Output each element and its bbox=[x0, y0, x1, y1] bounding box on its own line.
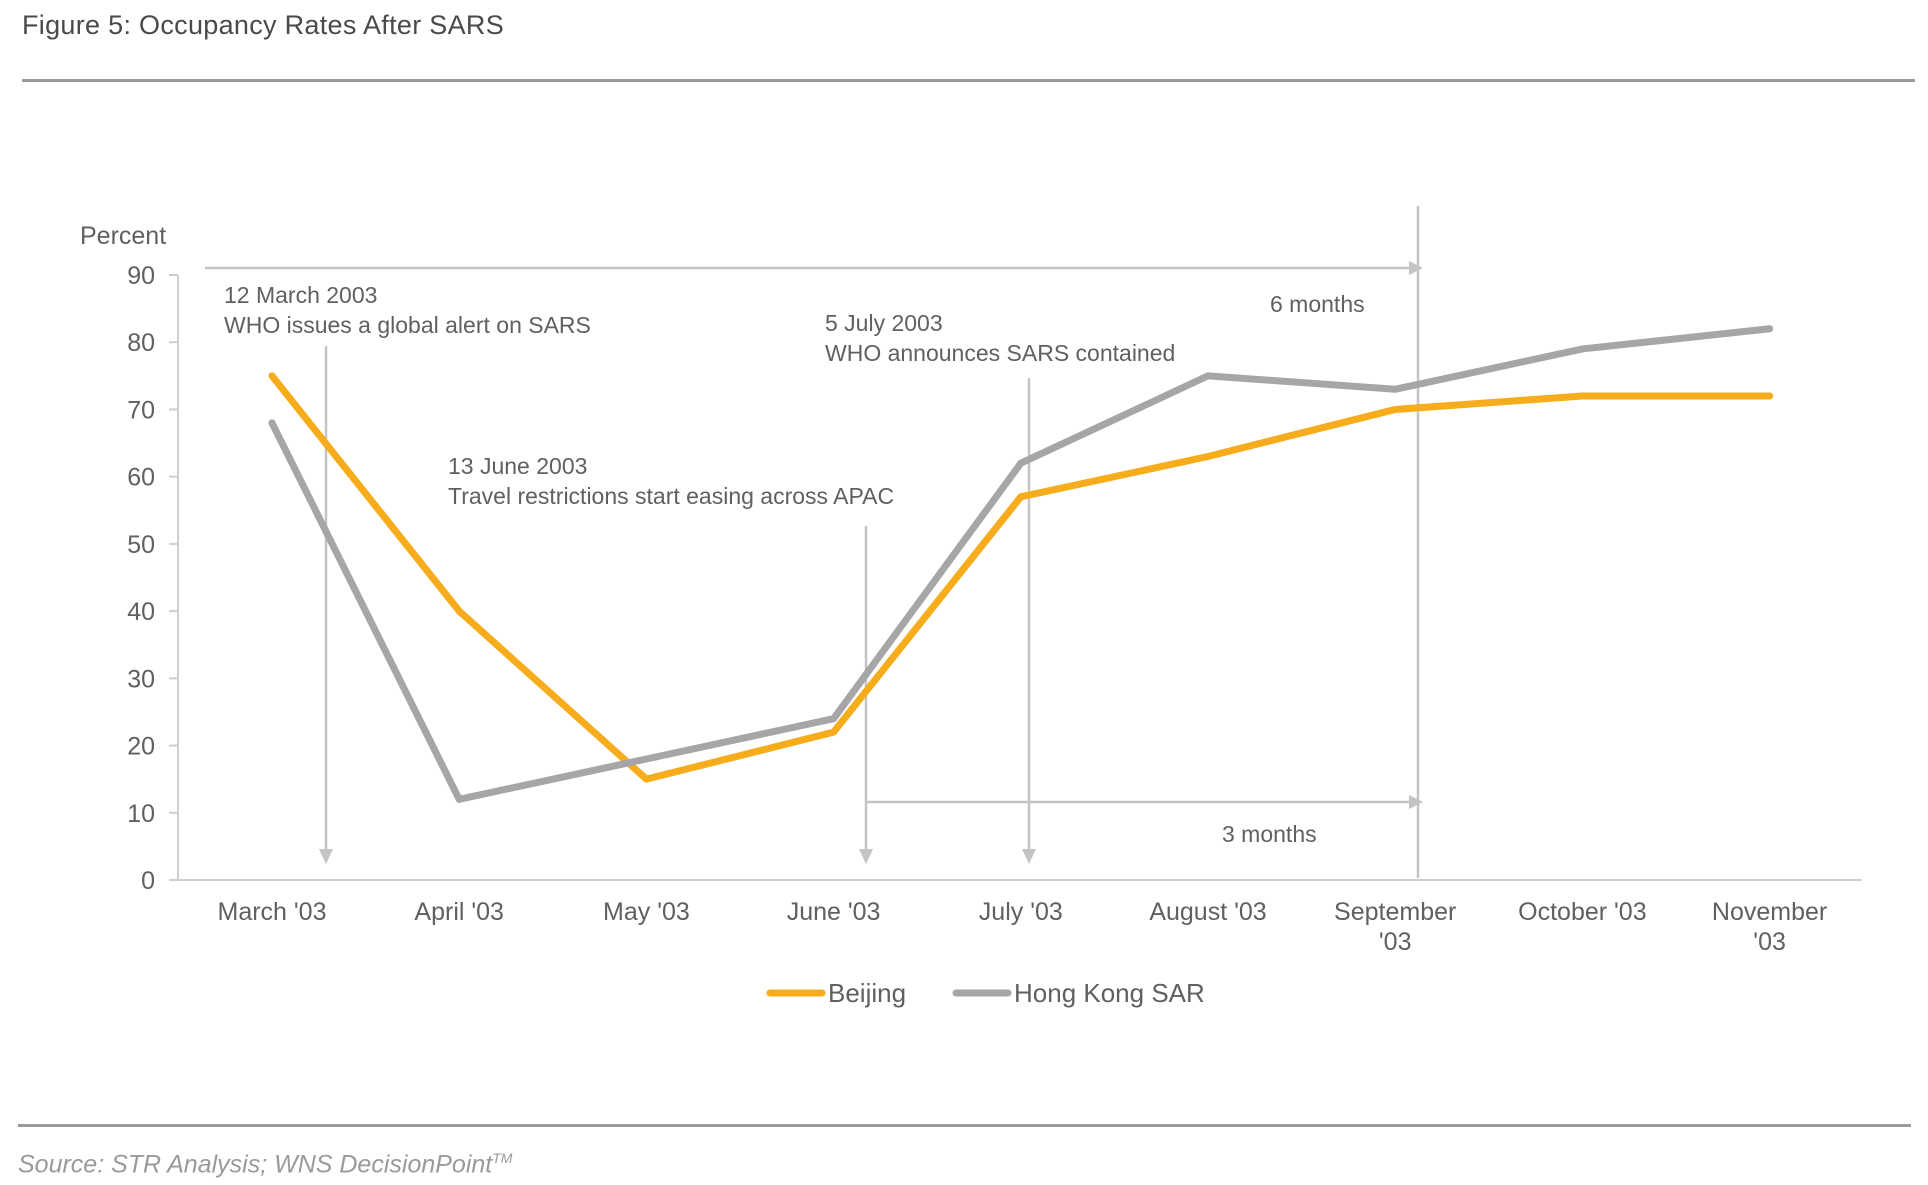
three-months-arrowhead bbox=[1409, 795, 1423, 809]
six-months-arrowhead bbox=[1409, 261, 1423, 275]
series-line-beijing bbox=[268, 372, 1774, 783]
annotation-june-text: Travel restrictions start easing across … bbox=[448, 483, 894, 509]
annotation-march-date: 12 March 2003 bbox=[224, 282, 377, 308]
source-text: Source: STR Analysis; WNS DecisionPoint bbox=[18, 1150, 493, 1179]
series-layer bbox=[268, 325, 1774, 803]
x-tick-label-line: October '03 bbox=[1518, 898, 1646, 926]
annotation-july-date: 5 July 2003 bbox=[825, 310, 943, 336]
chart-legend: Beijing Hong Kong SAR bbox=[766, 978, 1205, 1008]
march-alert-arrowhead bbox=[319, 849, 333, 864]
july-contained-arrowhead bbox=[1022, 849, 1036, 864]
x-tick-label: June '03 bbox=[787, 898, 881, 926]
data-point-hong-kong-sar bbox=[268, 419, 276, 427]
data-point-beijing bbox=[1204, 453, 1212, 460]
x-tick-label-line: '03 bbox=[1379, 928, 1412, 956]
x-tick-label-line: May '03 bbox=[603, 898, 690, 926]
x-tick-label-line: July '03 bbox=[979, 898, 1063, 926]
data-point-hong-kong-sar bbox=[1578, 345, 1586, 353]
y-tick-label: 80 bbox=[127, 329, 155, 357]
x-tick-label: August '03 bbox=[1149, 898, 1266, 926]
annotations: 12 March 2003 WHO issues a global alert … bbox=[205, 206, 1423, 878]
bottom-divider bbox=[18, 1124, 1911, 1127]
annotation-six-months: 6 months bbox=[1270, 291, 1365, 317]
x-tick-label-line: '03 bbox=[1753, 928, 1786, 956]
annotation-june-date: 13 June 2003 bbox=[448, 453, 587, 479]
x-tick-label-line: September bbox=[1334, 898, 1456, 926]
data-point-beijing bbox=[1766, 392, 1774, 400]
data-point-beijing bbox=[1391, 405, 1399, 413]
y-tick-label: 30 bbox=[127, 665, 155, 693]
data-point-beijing bbox=[1017, 493, 1025, 501]
legend-label-beijing: Beijing bbox=[828, 978, 906, 1008]
annotation-march-text: WHO issues a global alert on SARS bbox=[224, 312, 591, 338]
annotation-three-months: 3 months bbox=[1222, 821, 1317, 847]
y-tick-label: 40 bbox=[127, 598, 155, 626]
data-point-hong-kong-sar bbox=[1766, 325, 1774, 333]
data-point-hong-kong-sar bbox=[455, 795, 463, 803]
figure-title: Figure 5: Occupancy Rates After SARS bbox=[22, 10, 505, 40]
data-point-hong-kong-sar bbox=[830, 715, 838, 723]
legend-label-hong-kong-sar: Hong Kong SAR bbox=[1014, 978, 1205, 1008]
x-tick-label: July '03 bbox=[979, 898, 1063, 926]
y-tick-label: 0 bbox=[141, 867, 155, 895]
data-point-beijing bbox=[455, 607, 463, 615]
x-tick-label: October '03 bbox=[1518, 898, 1646, 926]
x-tick-label-line: November bbox=[1712, 898, 1827, 926]
trademark-mark: TM bbox=[492, 1150, 513, 1166]
x-tick-label-line: June '03 bbox=[787, 898, 881, 926]
annotation-july-text: WHO announces SARS contained bbox=[825, 340, 1175, 366]
top-divider bbox=[22, 79, 1915, 82]
y-tick-label: 50 bbox=[127, 531, 155, 559]
y-tick-label: 70 bbox=[127, 396, 155, 424]
x-tick-label: March '03 bbox=[218, 898, 327, 926]
y-tick-label: 60 bbox=[127, 464, 155, 492]
data-point-beijing bbox=[1578, 392, 1586, 400]
data-point-beijing bbox=[268, 372, 276, 380]
june-easing-arrowhead bbox=[859, 849, 873, 864]
y-tick-label: 90 bbox=[127, 262, 155, 290]
y-axis-label: Percent bbox=[80, 222, 166, 250]
data-point-beijing bbox=[830, 728, 838, 736]
data-point-hong-kong-sar bbox=[1204, 372, 1212, 380]
data-point-hong-kong-sar bbox=[1391, 385, 1399, 393]
x-tick-label-line: March '03 bbox=[218, 898, 327, 926]
chart-axes: Percent 0 10 20 30 40 50 60 70 80 90 March '03 Apri… bbox=[80, 222, 1862, 956]
data-point-beijing bbox=[642, 775, 650, 783]
y-tick-label: 10 bbox=[127, 800, 155, 828]
data-point-hong-kong-sar bbox=[642, 755, 650, 763]
x-tick-label: May '03 bbox=[603, 898, 690, 926]
x-tick-label-line: April '03 bbox=[414, 898, 504, 926]
x-tick-label-line: August '03 bbox=[1149, 898, 1266, 926]
data-point-hong-kong-sar bbox=[1017, 459, 1025, 467]
x-tick-label: September '03 bbox=[1334, 898, 1456, 956]
source-note: Source: STR Analysis; WNS DecisionPointT… bbox=[18, 1150, 512, 1179]
y-tick-label: 20 bbox=[127, 733, 155, 761]
x-tick-label: November '03 bbox=[1712, 898, 1827, 956]
x-tick-label: April '03 bbox=[414, 898, 504, 926]
